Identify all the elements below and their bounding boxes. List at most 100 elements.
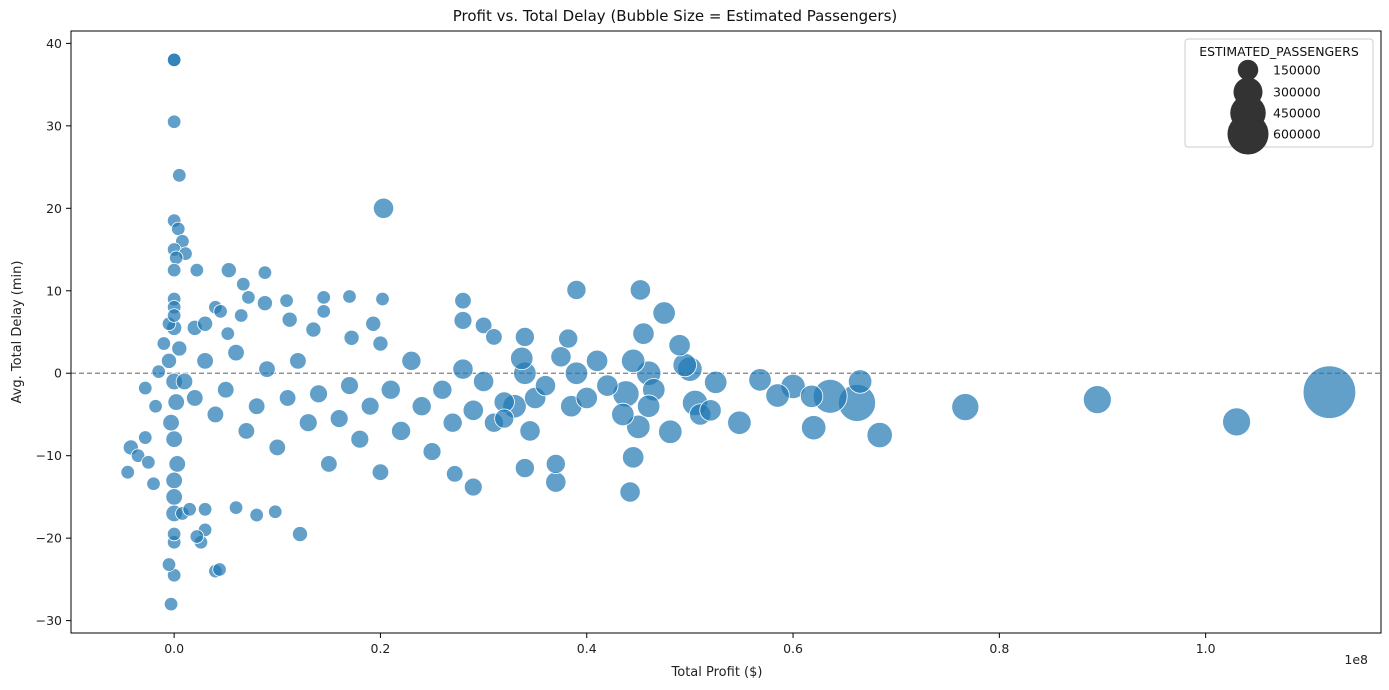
data-point (342, 289, 357, 304)
data-point (151, 364, 166, 379)
data-point (236, 276, 251, 292)
x-tick-label: 0.2 (371, 641, 391, 656)
data-point (279, 293, 294, 308)
y-tick-label: −20 (36, 531, 62, 546)
data-point (234, 308, 249, 323)
data-point (596, 374, 619, 397)
data-point (401, 350, 422, 371)
data-point (320, 455, 338, 473)
data-point (197, 502, 213, 517)
data-point (672, 352, 697, 378)
data-point (514, 458, 535, 479)
data-point (1302, 365, 1357, 419)
data-point (171, 221, 186, 237)
data-point (951, 393, 980, 422)
plot-frame (70, 30, 1382, 634)
data-point (196, 352, 214, 370)
data-point (748, 368, 772, 392)
data-point (228, 500, 244, 515)
data-point (343, 329, 360, 346)
legend: ESTIMATED_PASSENGERS 150000 300000 450000 6… (1184, 38, 1374, 155)
data-point (473, 370, 495, 393)
x-tick-label: 0.6 (783, 641, 803, 656)
data-point (453, 311, 473, 330)
data-point (141, 455, 156, 470)
legend-label: 600000 (1273, 127, 1321, 142)
data-point (847, 369, 873, 394)
data-point (138, 380, 153, 396)
data-point (309, 384, 328, 404)
data-point (169, 250, 184, 265)
data-point (197, 315, 214, 332)
data-point (186, 389, 204, 407)
data-point (166, 52, 182, 68)
y-tick-label: 0 (54, 366, 62, 381)
data-point (375, 291, 390, 307)
data-point (454, 291, 472, 310)
data-point (148, 399, 163, 414)
data-point (494, 408, 515, 429)
data-point (452, 358, 474, 380)
data-point (474, 316, 493, 335)
data-point (175, 372, 194, 391)
data-point (278, 389, 297, 407)
data-point (658, 419, 683, 444)
y-tick-label: 10 (46, 283, 62, 298)
data-point (268, 438, 287, 457)
data-point (566, 279, 587, 300)
legend-entries: 150000 300000 450000 600000 (1227, 59, 1321, 155)
data-point (360, 396, 380, 416)
data-point (166, 114, 182, 129)
data-point (163, 596, 179, 612)
data-point (372, 335, 389, 352)
data-point (462, 399, 484, 421)
data-point (166, 526, 182, 542)
y-tick-label: −30 (36, 613, 62, 628)
data-point (585, 349, 609, 373)
data-point (138, 430, 153, 445)
data-point (371, 463, 390, 481)
data-point (422, 442, 442, 461)
legend-label: 150000 (1273, 63, 1321, 78)
data-point (249, 507, 264, 523)
data-point (120, 465, 135, 480)
data-point (156, 336, 172, 351)
data-point (550, 346, 572, 368)
data-point (699, 399, 722, 422)
data-point (281, 311, 298, 328)
data-point (298, 413, 318, 433)
data-point (217, 381, 235, 399)
data-point (206, 405, 225, 424)
data-point (558, 328, 579, 349)
data-point (636, 394, 661, 418)
data-point (165, 471, 183, 490)
data-point (212, 562, 227, 577)
data-point (165, 430, 183, 448)
data-point (801, 415, 827, 441)
data-point (213, 304, 228, 319)
data-point (629, 279, 651, 301)
chart-title: Profit vs. Total Delay (Bubble Size = Es… (453, 7, 898, 25)
axes-layer: 0.0 0.2 0.4 0.6 0.8 1.0 −30 −20 −10 0 10 20 30 40 (36, 30, 1382, 656)
data-point (268, 504, 283, 519)
data-point (247, 397, 266, 415)
data-point (1082, 385, 1112, 415)
data-point (316, 304, 331, 319)
data-point (171, 340, 188, 357)
data-point (160, 352, 177, 369)
data-point (166, 308, 182, 323)
data-point (866, 421, 893, 449)
data-point (227, 343, 245, 362)
data-point (652, 301, 676, 325)
data-point (237, 422, 256, 440)
data-point (380, 379, 401, 400)
data-point (463, 477, 483, 497)
data-point (166, 262, 182, 278)
data-point (704, 370, 728, 394)
data-point (545, 453, 566, 474)
x-axis-offset-label: 1e8 (1344, 652, 1368, 667)
data-point (340, 376, 359, 395)
data-point (316, 290, 331, 305)
data-point (350, 429, 370, 449)
